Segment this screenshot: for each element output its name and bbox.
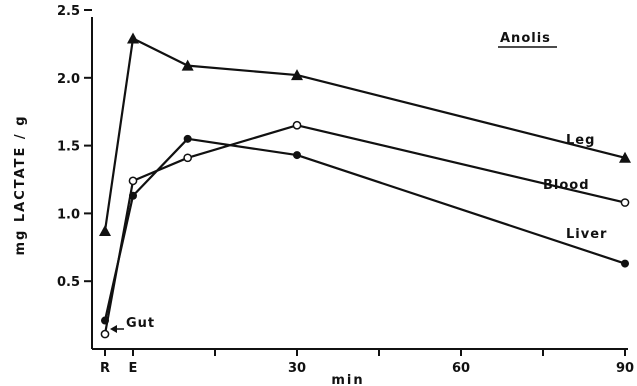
data-point-liver (101, 316, 109, 325)
series-label-blood: Blood (543, 178, 590, 193)
gut-arrow-head (110, 325, 117, 333)
x-axis-label: min (331, 373, 364, 386)
series-label-liver: Liver (566, 227, 607, 242)
x-tick-label: 60 (452, 361, 470, 376)
data-point-blood (128, 176, 138, 186)
data-point-blood (620, 198, 630, 207)
series-line-leg (103, 37, 626, 232)
y-tick-label: 1.0 (57, 207, 80, 222)
series-line-blood (103, 124, 626, 335)
data-point-leg (127, 32, 139, 44)
data-point-blood (292, 120, 302, 130)
data-point-liver (621, 259, 629, 268)
data-point-blood (100, 329, 110, 339)
gut-annotation: Gut (110, 316, 155, 333)
series-line-liver (103, 137, 626, 321)
gut-annotation-label: Gut (126, 316, 155, 331)
x-tick-label: 90 (616, 361, 634, 376)
chart-title: Anolis (500, 31, 551, 46)
data-point-leg (181, 59, 194, 71)
y-tick-label: 2.0 (57, 72, 80, 87)
x-ticks: R E 30 60 90 (100, 349, 634, 376)
data-point-liver (183, 134, 192, 143)
y-tick-label: 1.5 (57, 140, 80, 155)
data-point-blood (183, 153, 193, 163)
axes (91, 17, 628, 350)
y-axis-label: mg LACTATE / g (13, 114, 28, 255)
y-tick-label: 0.5 (57, 275, 80, 290)
data-point-leg (291, 69, 303, 81)
data-point-liver (129, 191, 137, 200)
y-ticks: 0.5 1.0 1.5 2.0 2.5 (57, 4, 92, 290)
y-tick-label: 2.5 (57, 4, 80, 19)
series-label-leg: Leg (566, 133, 595, 148)
data-point-leg (619, 151, 631, 163)
x-tick-label: E (129, 361, 138, 376)
data-point-leg (99, 225, 111, 237)
series-markers (99, 32, 631, 339)
data-point-liver (293, 151, 301, 160)
x-tick-label: R (100, 361, 110, 376)
x-tick-label: 30 (288, 361, 306, 376)
